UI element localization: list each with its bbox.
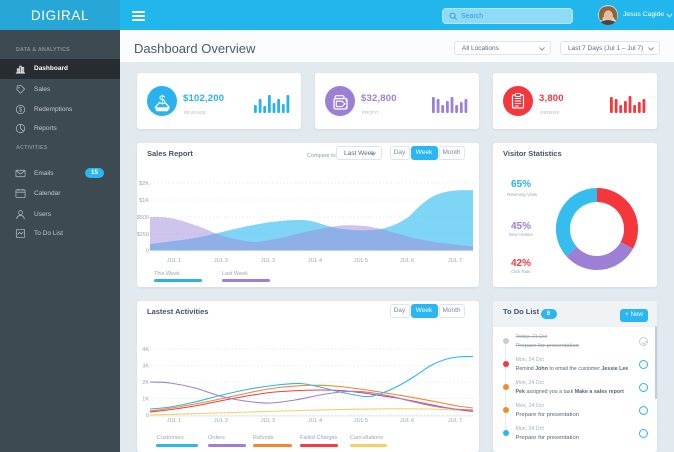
svg-text:JUL 6: JUL 6 <box>400 258 414 264</box>
svg-text:JUL 1: JUL 1 <box>167 418 181 424</box>
svg-text:$: $ <box>19 108 23 114</box>
svg-text:Refunds: Refunds <box>253 435 274 441</box>
svg-text:$: $ <box>159 95 166 107</box>
svg-text:0: 0 <box>146 249 149 255</box>
svg-text:$500: $500 <box>137 215 149 221</box>
svg-text:This Week: This Week <box>154 271 180 277</box>
svg-text:JUL 5: JUL 5 <box>354 258 368 264</box>
svg-text:JUL 2: JUL 2 <box>214 418 228 424</box>
svg-text:JUL 7: JUL 7 <box>448 258 462 264</box>
svg-text:2K: 2K <box>142 380 149 386</box>
svg-text:JUL 3: JUL 3 <box>261 258 275 264</box>
svg-text:JUL 1: JUL 1 <box>167 258 181 264</box>
svg-text:$2K: $2K <box>139 181 149 187</box>
svg-text:JUL 3: JUL 3 <box>261 418 275 424</box>
svg-text:4K: 4K <box>142 347 149 353</box>
svg-text:0: 0 <box>146 413 149 419</box>
svg-text:Last Week: Last Week <box>222 271 248 277</box>
svg-text:Orders: Orders <box>208 435 225 441</box>
svg-text:JUL 5: JUL 5 <box>354 418 368 424</box>
svg-text:JUL 2: JUL 2 <box>214 258 228 264</box>
svg-text:1K: 1K <box>142 396 149 402</box>
svg-text:$250: $250 <box>137 232 149 238</box>
svg-text:$1K: $1K <box>139 198 149 204</box>
svg-text:JUL 6: JUL 6 <box>400 418 414 424</box>
svg-text:Failed Charges: Failed Charges <box>300 435 338 441</box>
svg-text:3K: 3K <box>142 363 149 369</box>
svg-text:Customers: Customers <box>157 435 184 441</box>
svg-text:JUL 4: JUL 4 <box>308 418 322 424</box>
svg-text:JUL 4: JUL 4 <box>308 258 322 264</box>
svg-text:JUL 7: JUL 7 <box>448 418 462 424</box>
svg-text:Cancellations: Cancellations <box>350 435 383 441</box>
